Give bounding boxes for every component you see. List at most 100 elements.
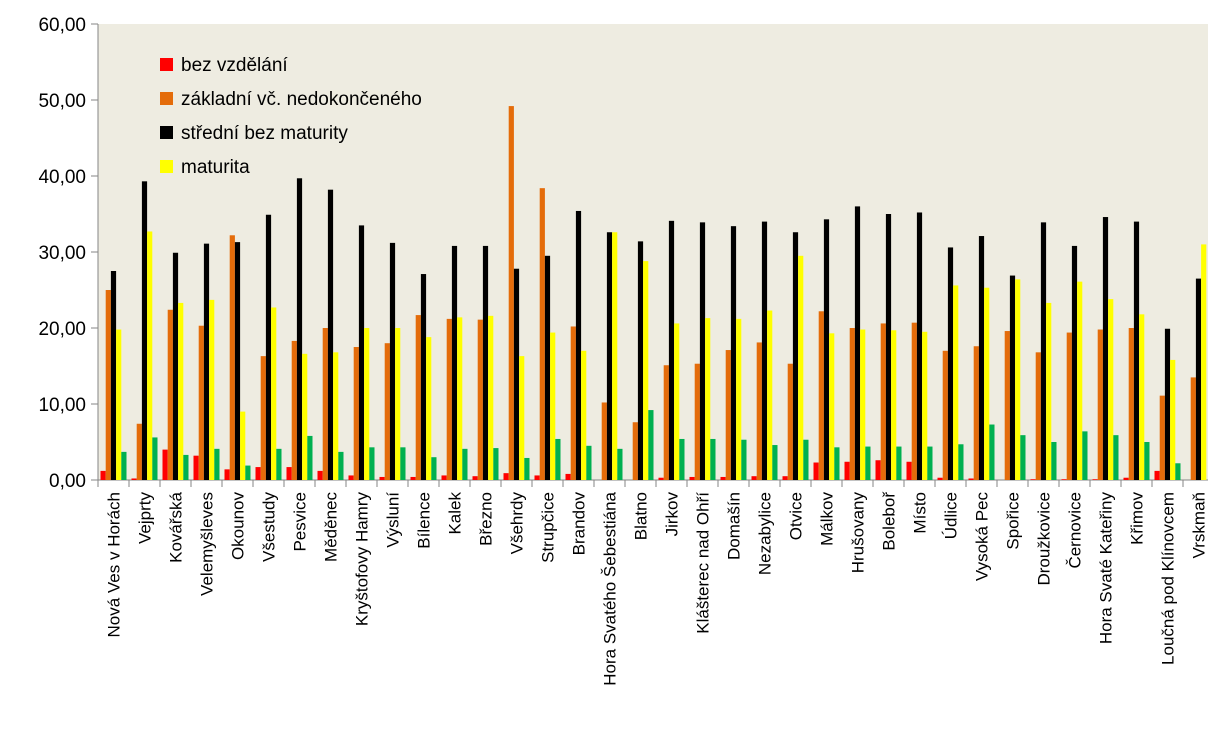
bar xyxy=(637,241,644,480)
bar xyxy=(911,322,917,480)
bar xyxy=(916,212,923,481)
bar xyxy=(813,462,819,480)
legend-swatch xyxy=(160,92,173,105)
bar xyxy=(1066,332,1072,480)
bar xyxy=(286,467,292,480)
bar xyxy=(617,448,623,480)
bar xyxy=(1113,435,1119,480)
bar xyxy=(260,356,266,480)
bar xyxy=(787,363,793,480)
bar xyxy=(1040,222,1047,481)
bar xyxy=(989,424,995,480)
bar xyxy=(1020,435,1026,480)
bar xyxy=(317,470,323,480)
x-tick-label: Vrskmaň xyxy=(1190,492,1208,558)
bar xyxy=(420,274,427,480)
y-tick-label: 0,00 xyxy=(49,471,86,492)
legend-label: bez vzdělání xyxy=(181,55,288,76)
bar xyxy=(958,444,964,480)
bar xyxy=(488,315,494,480)
bar xyxy=(725,350,731,480)
x-tick-label: Údlice xyxy=(942,492,961,539)
bar xyxy=(761,221,768,480)
bar xyxy=(503,473,509,480)
bar xyxy=(147,231,153,480)
bar xyxy=(152,437,158,480)
x-tick-label: Blatno xyxy=(632,492,651,540)
x-tick-label: Málkov xyxy=(818,492,837,546)
bar xyxy=(694,363,700,480)
bars xyxy=(100,106,1207,481)
bar xyxy=(601,402,607,480)
bar xyxy=(1164,328,1171,480)
bar xyxy=(818,311,824,480)
bar xyxy=(477,319,483,480)
bar xyxy=(457,317,463,480)
bar xyxy=(338,451,344,480)
bar xyxy=(302,353,308,480)
bar xyxy=(880,323,886,480)
x-tick-label: Měděnec xyxy=(322,492,341,562)
bar xyxy=(1046,302,1052,480)
x-tick-label: Jirkov xyxy=(663,492,682,537)
x-tick-label: Kovářská xyxy=(167,491,186,562)
bar xyxy=(942,350,948,480)
bar xyxy=(395,328,401,480)
bar xyxy=(668,220,675,480)
bar xyxy=(116,329,122,480)
bar xyxy=(891,330,897,480)
x-tick-label: Nezabylice xyxy=(756,492,775,575)
legend-label: maturita xyxy=(181,157,250,178)
bar xyxy=(224,469,230,480)
bar xyxy=(953,285,959,480)
legend-swatch xyxy=(160,58,173,71)
x-tick-label: Výsluní xyxy=(384,492,403,548)
bar xyxy=(570,326,576,480)
bar xyxy=(214,448,220,480)
bar xyxy=(896,446,902,480)
bar xyxy=(167,309,173,480)
x-tick-label: Domašín xyxy=(725,492,744,560)
bar xyxy=(772,445,778,480)
bar xyxy=(193,455,199,480)
bar xyxy=(234,242,241,480)
x-tick-label: Místo xyxy=(911,492,930,534)
x-tick-label: Bílence xyxy=(415,492,434,549)
bar xyxy=(612,232,618,480)
bar xyxy=(534,475,540,480)
bar xyxy=(632,422,638,480)
bar xyxy=(1170,359,1176,480)
legend-swatch xyxy=(160,126,173,139)
legend-label: střední bez maturity xyxy=(181,123,348,144)
bar xyxy=(689,476,695,480)
bar xyxy=(767,310,773,480)
bar xyxy=(1030,479,1036,480)
plot-area xyxy=(98,24,1208,480)
x-tick-label: Hora Svatého Šebestiána xyxy=(601,491,620,685)
bar xyxy=(581,350,587,480)
bar xyxy=(710,438,716,480)
bar xyxy=(141,181,148,480)
bar xyxy=(1175,463,1181,480)
bar xyxy=(110,271,117,480)
bar xyxy=(322,328,328,480)
bar xyxy=(792,232,799,480)
bar xyxy=(865,446,871,480)
bar xyxy=(1102,217,1109,481)
bar xyxy=(472,476,478,480)
x-tick-label: Křimov xyxy=(1128,492,1147,545)
bar xyxy=(379,476,385,480)
bar xyxy=(643,261,649,480)
bar xyxy=(1082,431,1088,480)
bar xyxy=(829,333,835,480)
y-tick-label: 20,00 xyxy=(38,319,86,340)
legend-label: základní vč. nedokončeného xyxy=(181,89,422,110)
bar xyxy=(162,449,168,480)
bar xyxy=(565,473,571,480)
bar xyxy=(699,222,706,481)
bar xyxy=(730,226,737,480)
bar xyxy=(364,328,370,480)
bar xyxy=(756,342,762,480)
x-tick-label: Droužkovice xyxy=(1035,492,1054,586)
